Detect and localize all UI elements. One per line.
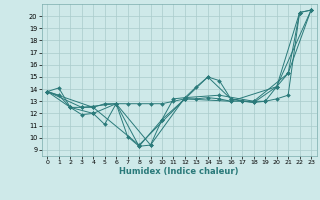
X-axis label: Humidex (Indice chaleur): Humidex (Indice chaleur) — [119, 167, 239, 176]
